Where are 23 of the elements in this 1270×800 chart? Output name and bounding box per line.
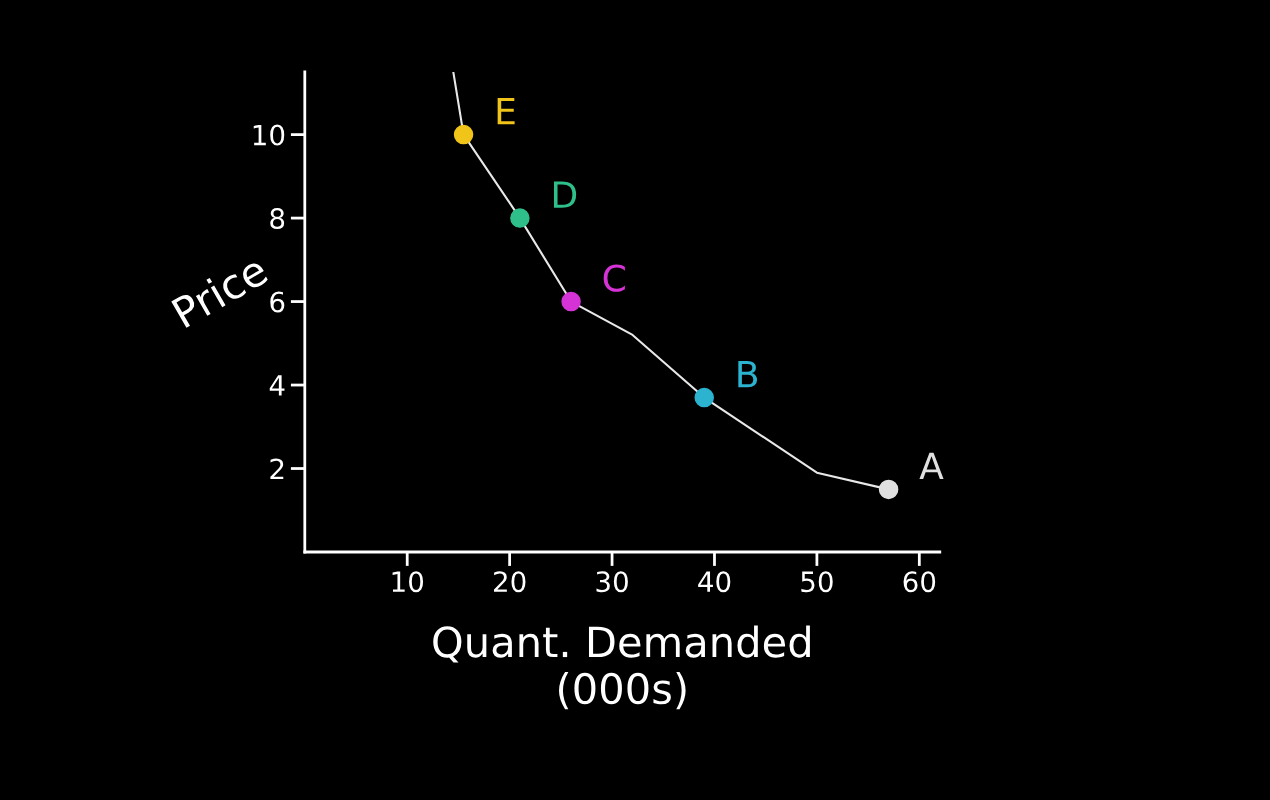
x-tick-label: 30 <box>596 571 628 593</box>
x-tick-label: 10 <box>392 571 424 593</box>
y-tick-label: 4 <box>269 375 285 396</box>
series-label: B <box>738 360 758 388</box>
series-label: C <box>603 264 625 292</box>
x-tick-label: 60 <box>903 571 936 593</box>
y-tick-label: 6 <box>270 291 285 313</box>
point <box>561 291 581 312</box>
y-tick-label: 10 <box>253 124 285 146</box>
series-label: D <box>553 181 577 208</box>
point <box>694 387 714 408</box>
series-label: E <box>497 97 515 125</box>
point <box>510 208 530 228</box>
y-axis-title: Price <box>170 252 270 329</box>
y-tick-label: 2 <box>270 458 284 480</box>
x-axis-title: Quant. Demanded (000s) <box>433 625 810 710</box>
point <box>878 479 899 500</box>
x-tick-label: 50 <box>801 571 833 593</box>
x-tick-label: 40 <box>698 571 731 593</box>
series-label: A <box>919 452 944 480</box>
x-tick-label: 20 <box>494 571 526 593</box>
point <box>453 124 474 145</box>
y-tick-label: 8 <box>270 208 285 230</box>
